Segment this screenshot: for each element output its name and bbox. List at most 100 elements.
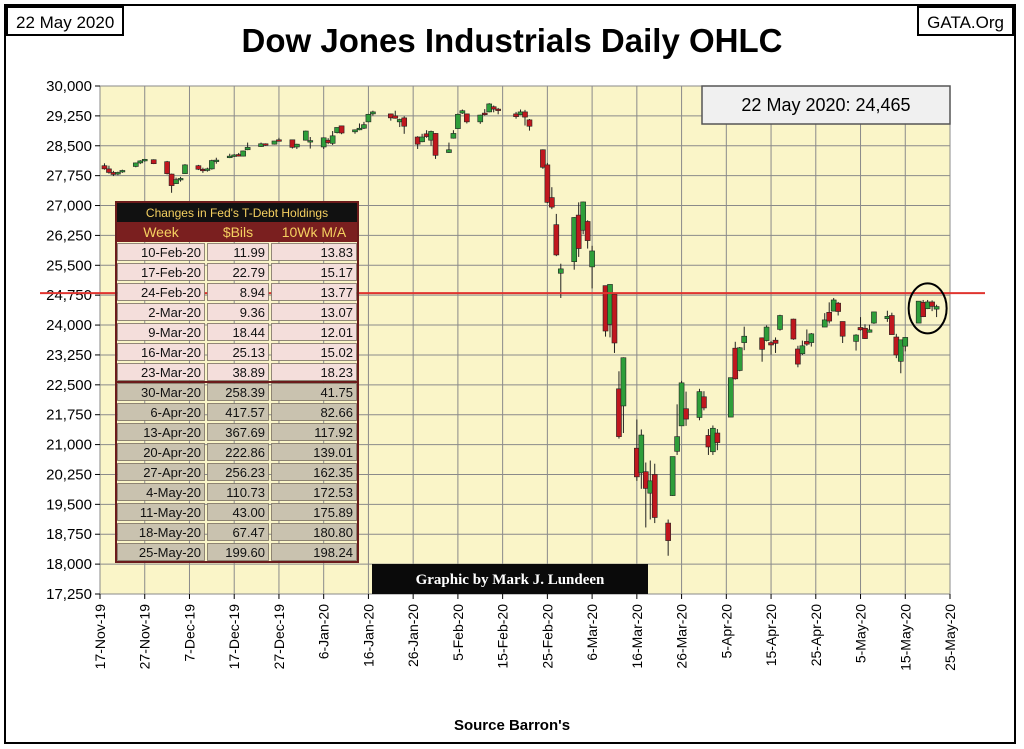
x-tick-label: 17-Nov-19 (92, 604, 108, 670)
source-label: Source Barron's (453, 717, 571, 734)
candle (164, 160, 170, 175)
table-cell: 22.79 (232, 265, 265, 280)
x-tick-label: 5-Feb-20 (450, 604, 466, 661)
table-cell: 175.89 (313, 505, 353, 520)
candle (821, 313, 828, 328)
table-cell: 258.39 (225, 385, 265, 400)
candle (853, 334, 859, 351)
candle (701, 391, 707, 411)
table-cell: 25.13 (232, 345, 265, 360)
table-cell: 172.53 (313, 485, 353, 500)
table-row: 13-Apr-20 367.69 117.92 (117, 423, 357, 441)
candle (106, 165, 112, 174)
candle (490, 105, 497, 113)
candle (307, 136, 314, 149)
y-tick-label: 26,250 (46, 227, 92, 244)
table-row: 16-Mar-20 25.13 15.02 (117, 343, 357, 361)
y-tick-label: 20,250 (46, 466, 92, 483)
table-cell: 199.60 (225, 545, 265, 560)
table-row: 25-May-20 199.60 198.24 (117, 543, 357, 561)
x-tick-label: 6-Jan-20 (316, 604, 332, 659)
candle (446, 142, 452, 153)
candle (338, 125, 345, 135)
x-tick-label: 26-Jan-20 (405, 604, 421, 667)
table-row: 9-Mar-20 18.44 12.01 (117, 323, 357, 341)
candle (119, 169, 126, 173)
y-tick-label: 18,000 (46, 556, 92, 573)
candle (683, 391, 689, 426)
candle (132, 162, 139, 168)
table-row: 27-Apr-20 256.23 162.35 (117, 463, 357, 481)
y-tick-label: 23,250 (46, 347, 92, 364)
candle (920, 299, 926, 318)
candle (477, 114, 484, 124)
candle (933, 304, 940, 318)
candle (741, 326, 748, 351)
candle (370, 110, 376, 116)
candle (808, 333, 815, 347)
candle (213, 157, 220, 164)
x-axis-ticks: 17-Nov-19 27-Nov-19 7-Dec-19 17-Dec-19 27-De… (92, 594, 958, 671)
x-tick-label: 27-Nov-19 (137, 604, 153, 670)
candle (226, 153, 233, 159)
table-row: 20-Apr-20 222.86 139.01 (117, 443, 357, 461)
table-row: 17-Feb-20 22.79 15.17 (117, 263, 357, 281)
candle (584, 220, 591, 249)
candle (799, 340, 806, 355)
candle (141, 158, 148, 162)
table-row: 24-Feb-20 8.94 13.77 (117, 283, 357, 301)
candle (549, 187, 555, 210)
table-row: 18-May-20 67.47 180.80 (117, 523, 357, 541)
candle (450, 130, 457, 139)
table-cell: 2-Mar-20 (148, 305, 201, 320)
candle (432, 133, 439, 159)
table-cell: 18-May-20 (139, 525, 201, 540)
x-tick-label: 6-Mar-20 (584, 604, 600, 661)
x-tick-label: 17-Dec-19 (226, 604, 242, 670)
candle (352, 129, 358, 134)
candle (759, 337, 765, 362)
table-cell: 6-Apr-20 (150, 405, 201, 420)
candle (866, 324, 873, 333)
candle (714, 429, 721, 451)
table-cell: 417.57 (225, 405, 265, 420)
table-cell: 16-Mar-20 (141, 345, 201, 360)
x-tick-label: 25-May-20 (942, 604, 958, 671)
candle (365, 113, 372, 123)
x-tick-label: 27-Dec-19 (271, 604, 287, 670)
table-cell: 67.47 (232, 525, 265, 540)
candle (419, 133, 425, 143)
table-cell: 15.17 (320, 265, 353, 280)
x-tick-label: 16-Mar-20 (629, 604, 645, 669)
credit-box: Graphic by Mark J. Lundeen (372, 564, 648, 594)
candle (589, 245, 595, 289)
chart-title: Dow Jones Industrials Daily OHLC (241, 22, 783, 59)
candle (481, 109, 488, 116)
y-tick-label: 24,000 (46, 317, 92, 334)
x-tick-label: 15-Feb-20 (495, 604, 511, 669)
table-cell: 11.99 (233, 245, 265, 260)
candle (522, 109, 528, 126)
table-column-header: Week (143, 224, 180, 240)
fed-holdings-table: Changes in Fed's T-Debt Holdings Week $Bil… (115, 201, 359, 563)
candle (459, 109, 466, 114)
candle (651, 463, 658, 524)
date-label: 22 May 2020 (6, 6, 125, 36)
table-cell: 13.77 (320, 285, 353, 300)
candle (616, 371, 622, 439)
y-tick-label: 27,000 (46, 198, 92, 215)
candle (204, 167, 211, 172)
table-cell: 41.75 (320, 385, 353, 400)
table-cell: 162.35 (313, 465, 353, 480)
x-tick-label: 15-May-20 (897, 604, 913, 671)
table-column-header: $Bils (223, 224, 253, 240)
y-tick-label: 21,750 (46, 407, 92, 424)
table-cell: 110.73 (226, 485, 265, 500)
candle (271, 140, 278, 145)
candle (839, 321, 846, 343)
y-tick-label: 28,500 (46, 138, 92, 155)
annotation-box: 22 May 2020: 24,465 (701, 85, 951, 125)
y-tick-label: 29,250 (46, 108, 92, 125)
candle (173, 177, 179, 185)
